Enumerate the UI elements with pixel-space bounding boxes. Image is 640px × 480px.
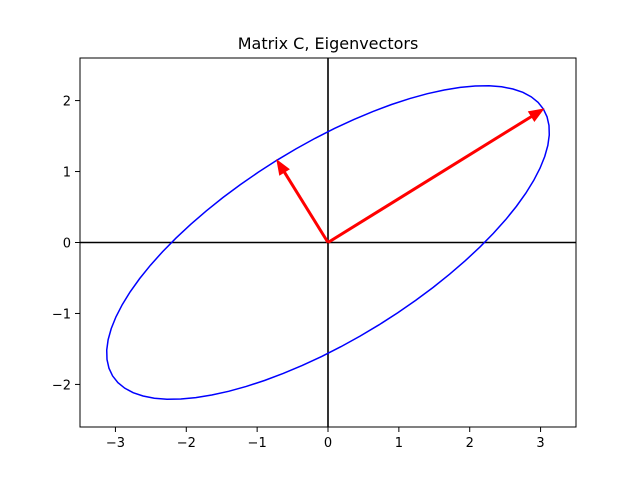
eigenvector-2-shaft — [283, 171, 330, 244]
y-tick-label: 1 — [63, 166, 71, 181]
y-tick-label: 0 — [63, 237, 71, 252]
x-tick-label: 2 — [466, 436, 474, 451]
x-tick-label: −3 — [106, 436, 125, 451]
eigenvector-2-arrowhead — [276, 159, 290, 176]
x-tick-label: −2 — [177, 436, 196, 451]
ellipse-curve — [105, 85, 551, 400]
x-tick-label: −1 — [248, 436, 267, 451]
eigenvector-1-shaft — [327, 115, 533, 244]
eigenvector-1-arrowhead — [527, 108, 545, 123]
y-tick-label: −2 — [52, 378, 71, 393]
y-tick-label: 2 — [63, 95, 71, 110]
x-tick-label: 1 — [395, 436, 403, 451]
x-tick-label: 0 — [324, 436, 332, 451]
chart-title: Matrix C, Eigenvectors — [238, 34, 419, 53]
y-tick-label: −1 — [52, 307, 71, 322]
plot-area: −3 −2 −1 0 1 2 3 −2 −1 0 1 2 — [52, 57, 577, 451]
x-tick-label: 3 — [536, 436, 544, 451]
